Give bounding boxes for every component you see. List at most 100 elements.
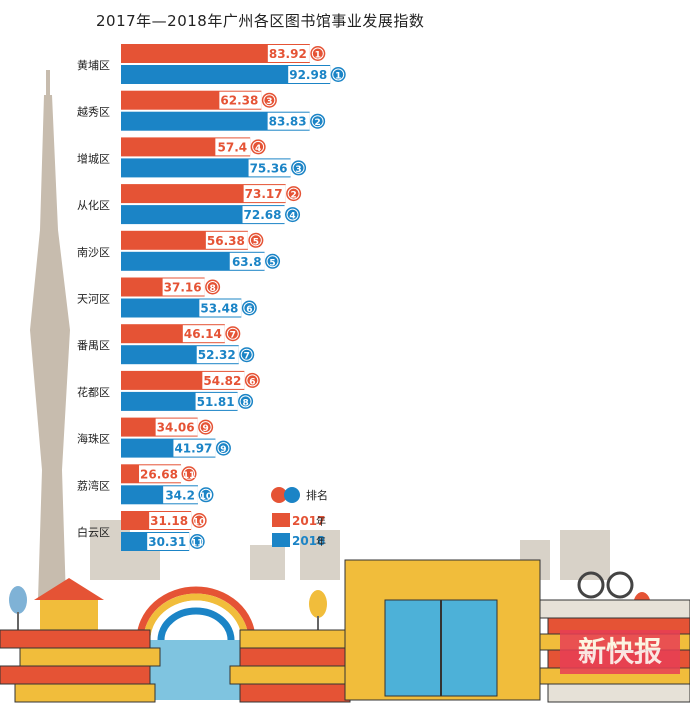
rank-label: 5 xyxy=(253,237,259,247)
rank-label: 9 xyxy=(203,424,209,434)
book-stack xyxy=(239,629,351,649)
legend-swatch-2018 xyxy=(272,533,290,547)
rank-badge-ring xyxy=(193,514,206,527)
rank-label: 4 xyxy=(255,144,261,154)
value-label-box xyxy=(155,418,198,436)
value-label-box xyxy=(196,346,239,364)
category-label: 增城区 xyxy=(77,151,110,165)
value-label: 34.2 xyxy=(165,488,195,502)
value-label: 92.98 xyxy=(289,68,327,82)
value-label-box xyxy=(162,278,205,296)
rank-label: 4 xyxy=(289,212,295,222)
value-label-box xyxy=(215,138,251,156)
rank-label: 6 xyxy=(249,377,255,387)
book-stack xyxy=(229,665,351,685)
value-label-box xyxy=(139,465,182,483)
value-label: 30.31 xyxy=(148,535,186,549)
rank-badge-ring xyxy=(287,187,300,200)
rank-label: 7 xyxy=(230,331,236,341)
value-label: 34.06 xyxy=(157,421,195,435)
value-label-box xyxy=(267,112,310,130)
category-label: 番禺区 xyxy=(77,339,110,352)
skyline-building xyxy=(250,545,285,580)
value-label: 73.17 xyxy=(245,187,283,201)
rank-badge-ring xyxy=(206,281,219,293)
rank-badge-ring xyxy=(191,535,204,548)
rank-badge-ring xyxy=(240,348,253,361)
rank-badge-ring xyxy=(226,327,239,340)
tower-antenna xyxy=(46,70,50,100)
legend-suffix-2018: 年 xyxy=(316,535,326,548)
value-label-box xyxy=(267,45,310,62)
rank-badge-ring xyxy=(199,421,212,434)
bar-2018年 xyxy=(121,65,331,84)
tower-icon xyxy=(30,95,70,600)
value-label-box xyxy=(147,533,190,550)
rainbow-arc xyxy=(143,593,249,641)
skyline-building xyxy=(300,530,340,580)
glasses-lens xyxy=(606,571,634,599)
rank-badge-ring xyxy=(246,374,259,387)
rank-badge-ring xyxy=(286,208,299,221)
value-label-box xyxy=(149,512,192,529)
value-label: 37.16 xyxy=(164,281,202,295)
tree-trunk xyxy=(17,612,19,630)
category-label: 花都区 xyxy=(77,386,110,399)
rank-label: 3 xyxy=(295,165,301,175)
book-stack xyxy=(14,683,156,703)
bar-2018年 xyxy=(121,158,291,178)
house-icon xyxy=(40,598,98,630)
value-label: 51.81 xyxy=(197,395,235,409)
value-label-box xyxy=(288,66,331,83)
book-stack xyxy=(0,665,151,685)
tree-icon xyxy=(9,586,27,614)
value-label-box xyxy=(205,231,248,249)
legend-rank-icon-2018 xyxy=(284,487,300,503)
value-label: 72.68 xyxy=(244,208,282,222)
rank-label: 3 xyxy=(266,97,272,107)
value-label: 63.8 xyxy=(232,255,262,269)
water-pool xyxy=(150,640,240,700)
rank-label: 8 xyxy=(242,398,248,408)
newspaper-logo: 新快报 xyxy=(560,630,680,674)
tree-trunk xyxy=(317,616,319,634)
rainbow-arc xyxy=(150,600,242,641)
rank-label: 10 xyxy=(200,492,213,502)
category-label: 荔湾区 xyxy=(77,478,110,492)
value-label: 31.18 xyxy=(150,514,188,528)
category-label: 从化区 xyxy=(77,198,110,212)
rank-label: 10 xyxy=(193,518,206,528)
category-label: 白云区 xyxy=(77,525,110,539)
rank-label: 1 xyxy=(315,51,321,61)
book-stack xyxy=(19,647,161,667)
book-stack xyxy=(239,683,351,703)
value-label: 83.92 xyxy=(269,47,307,61)
bar-2018年 xyxy=(121,111,310,131)
value-label: 52.32 xyxy=(198,348,236,362)
legend-rank-icon-2017 xyxy=(271,487,287,503)
value-label-box xyxy=(248,159,291,177)
value-label-box xyxy=(195,392,238,410)
value-label: 83.83 xyxy=(269,115,307,129)
value-label-box xyxy=(202,371,245,389)
value-label: 57.4 xyxy=(218,140,248,154)
value-label: 62.38 xyxy=(220,94,258,108)
rank-badge-ring xyxy=(252,140,265,153)
value-label: 75.36 xyxy=(250,161,288,175)
rank-label: 9 xyxy=(220,445,226,455)
value-label-box xyxy=(182,325,225,343)
category-label: 南沙区 xyxy=(77,246,110,259)
rank-label: 11 xyxy=(191,539,204,549)
rank-label: 6 xyxy=(246,305,252,315)
rank-badge-ring xyxy=(292,161,305,174)
rank-badge-ring xyxy=(332,68,345,81)
rank-badge-ring xyxy=(199,488,212,501)
book-stack xyxy=(239,647,351,667)
book-stack xyxy=(547,683,690,703)
rank-badge-ring xyxy=(266,255,279,268)
value-label-box xyxy=(242,206,285,224)
value-label: 26.68 xyxy=(140,467,178,481)
value-label: 54.82 xyxy=(203,374,241,388)
bar-2017年 xyxy=(121,44,310,63)
